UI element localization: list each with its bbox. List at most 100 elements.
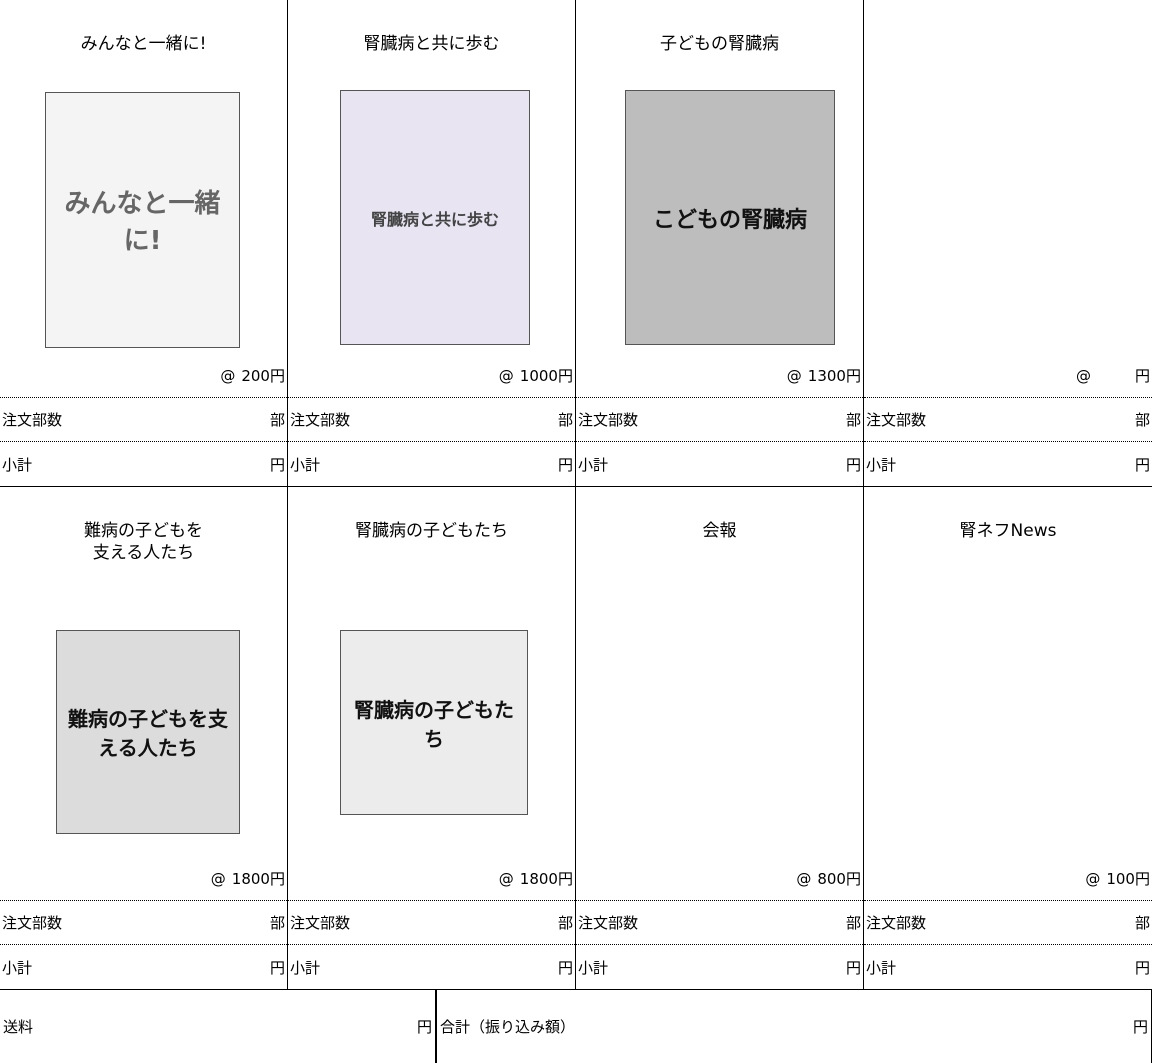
price: 1800 — [231, 869, 270, 888]
product-cell: 腎ネフNews @100 円注文部数部小計円 — [864, 487, 1152, 990]
subtotal-label: 小計 — [578, 455, 609, 474]
price: 1800 — [519, 869, 558, 888]
product-title: 難病の子どもを 支える人たち — [84, 521, 203, 563]
quantity-label: 注文部数 — [578, 914, 639, 932]
quantity-unit: 部 — [845, 914, 861, 932]
subtotal-label: 小計 — [578, 958, 609, 977]
subtotal-label: 小計 — [866, 958, 897, 977]
book-cover: 腎臓病と共に歩む — [340, 90, 530, 345]
shipping-unit: 円 — [416, 1018, 432, 1036]
subtotal-unit: 円 — [557, 958, 573, 977]
shipping-cell: 送料 円 — [0, 990, 437, 1063]
subtotal-label: 小計 — [2, 958, 33, 977]
subtotal-label: 小計 — [2, 455, 33, 474]
cover-text: 難病の子どもを支える人たち — [68, 707, 228, 760]
price-unit: 円 — [557, 870, 573, 888]
price-row: @800 円 — [576, 857, 863, 901]
book-cover: こどもの腎臓病 — [625, 90, 835, 345]
cover-text: 腎臓病の子どもたち — [354, 697, 514, 751]
book-cover: みんなと一緒に! — [45, 92, 240, 348]
total-label: 合計（振り込み額） — [440, 1018, 576, 1036]
total-unit: 円 — [1132, 1018, 1148, 1036]
product-title: 会報 — [702, 521, 737, 541]
subtotal-label: 小計 — [866, 455, 897, 474]
subtotal-row: 小計 円 — [288, 945, 575, 989]
subtotal-row: 小計 円 — [0, 945, 287, 989]
quantity-label: 注文部数 — [2, 914, 63, 932]
price-at: @ — [498, 869, 514, 888]
quantity-row: 注文部数 部 — [288, 398, 575, 442]
price-at: @ — [1085, 869, 1101, 888]
quantity-unit: 部 — [269, 914, 285, 932]
subtotal-unit: 円 — [1134, 455, 1150, 474]
price-unit: 円 — [1134, 367, 1150, 385]
quantity-unit: 部 — [845, 411, 861, 429]
product-cell: 腎臓病と共に歩む 腎臓病と共に歩む @1000 円注文部数部小計円 — [288, 0, 576, 487]
product-title: 子どもの腎臓病 — [660, 34, 779, 54]
price: 1000 — [519, 366, 558, 385]
cover-text: みんなと一緒に! — [64, 189, 221, 256]
price-at: @ — [1075, 366, 1091, 385]
price-row: @1000 円 — [288, 354, 575, 398]
price-row: @1800 円 — [0, 857, 287, 901]
price-unit: 円 — [845, 870, 861, 888]
price-unit: 円 — [269, 870, 285, 888]
product-title: みんなと一緒に! — [80, 34, 207, 54]
product-cell: みんなと一緒に! みんなと一緒に! @200 円注文部数部小計円 — [0, 0, 288, 487]
price-unit: 円 — [557, 367, 573, 385]
subtotal-row: 小計 円 — [288, 442, 575, 486]
quantity-row: 注文部数 部 — [576, 398, 863, 442]
subtotal-row: 小計 円 — [864, 442, 1152, 486]
subtotal-row: 小計 円 — [864, 945, 1152, 989]
subtotal-label: 小計 — [290, 455, 321, 474]
total-cell: 合計（振り込み額） 円 — [437, 990, 1152, 1063]
subtotal-unit: 円 — [845, 958, 861, 977]
price-row: @200 円 — [0, 354, 287, 398]
price: 1300 — [807, 366, 846, 385]
shipping-label: 送料 — [3, 1018, 34, 1036]
quantity-row: 注文部数 部 — [576, 901, 863, 945]
quantity-unit: 部 — [1134, 914, 1150, 932]
quantity-row: 注文部数 部 — [864, 901, 1152, 945]
subtotal-unit: 円 — [845, 455, 861, 474]
cover-text: こどもの腎臓病 — [652, 207, 807, 233]
product-cell: @ 円注文部数部小計円 — [864, 0, 1152, 487]
quantity-label: 注文部数 — [290, 914, 351, 932]
subtotal-row: 小計 円 — [576, 945, 863, 989]
product-cell: 会報 @800 円注文部数部小計円 — [576, 487, 864, 990]
product-cell: 子どもの腎臓病 こどもの腎臓病 @1300 円注文部数部小計円 — [576, 0, 864, 487]
subtotal-unit: 円 — [269, 455, 285, 474]
subtotal-row: 小計 円 — [576, 442, 863, 486]
price: 800 — [817, 869, 846, 888]
quantity-unit: 部 — [1134, 411, 1150, 429]
price-at: @ — [220, 366, 236, 385]
product-title: 腎臓病と共に歩む — [363, 34, 500, 54]
price-unit: 円 — [269, 367, 285, 385]
price-at: @ — [796, 869, 812, 888]
product-cell: 腎臓病の子どもたち 腎臓病の子どもたち @1800 円注文部数部小計円 — [288, 487, 576, 990]
subtotal-unit: 円 — [1134, 958, 1150, 977]
price-row: @ 円 — [864, 354, 1152, 398]
price-unit: 円 — [845, 367, 861, 385]
price: 100 — [1106, 869, 1135, 888]
quantity-label: 注文部数 — [2, 411, 63, 429]
quantity-row: 注文部数 部 — [0, 398, 287, 442]
price-at: @ — [786, 366, 802, 385]
price-at: @ — [498, 366, 514, 385]
quantity-row: 注文部数 部 — [864, 398, 1152, 442]
quantity-unit: 部 — [557, 914, 573, 932]
quantity-row: 注文部数 部 — [288, 901, 575, 945]
quantity-row: 注文部数 部 — [0, 901, 287, 945]
book-cover: 腎臓病の子どもたち — [340, 630, 528, 815]
price-at: @ — [210, 869, 226, 888]
subtotal-unit: 円 — [557, 455, 573, 474]
book-cover: 難病の子どもを支える人たち — [56, 630, 240, 834]
price-row: @1300 円 — [576, 354, 863, 398]
product-title: 腎臓病の子どもたち — [355, 521, 508, 541]
price: 200 — [241, 366, 270, 385]
subtotal-label: 小計 — [290, 958, 321, 977]
quantity-label: 注文部数 — [578, 411, 639, 429]
price-unit: 円 — [1134, 870, 1150, 888]
subtotal-unit: 円 — [269, 958, 285, 977]
